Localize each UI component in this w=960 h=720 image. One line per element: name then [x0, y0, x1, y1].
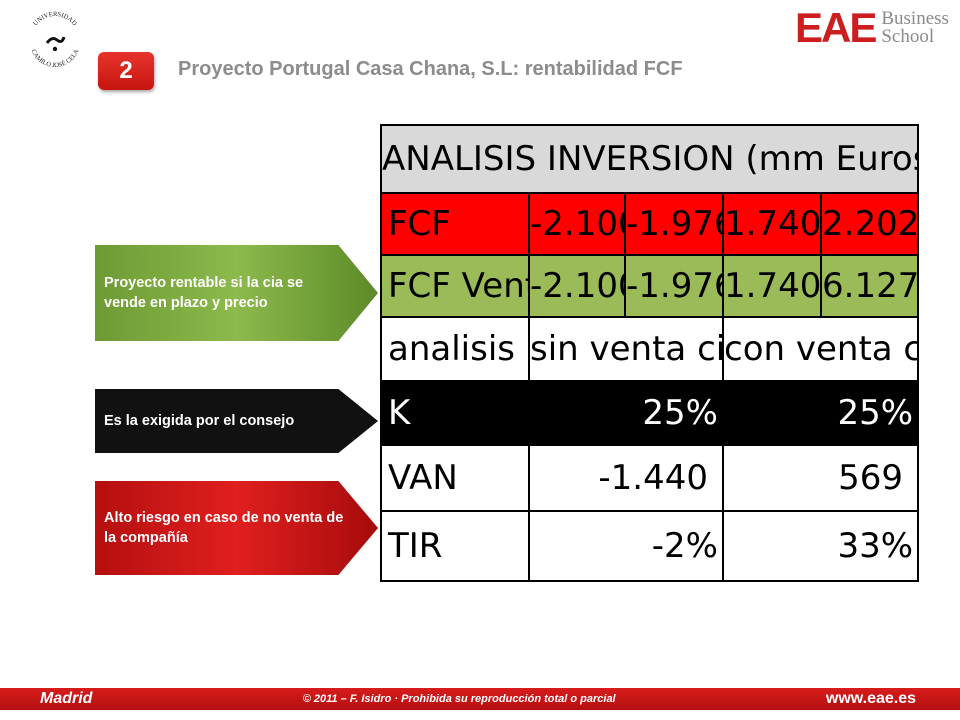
investment-analysis-table: ANALISIS INVERSION (mm Euros) FCF -2.100…	[379, 124, 920, 582]
k-sin-venta: 25%	[528, 380, 724, 446]
tir-label: TIR	[380, 510, 530, 582]
van-label: VAN	[380, 444, 530, 512]
fcf-value-3: 1.740	[722, 192, 822, 256]
tir-sin-venta: -2%	[528, 510, 724, 582]
svg-text:CAMILO JOSÉ CELA: CAMILO JOSÉ CELA	[30, 48, 81, 69]
sin-venta-header: sin venta cia	[528, 316, 724, 382]
section-number-badge: 2	[98, 52, 154, 90]
tir-con-venta: 33%	[721, 510, 920, 582]
slide-title: Proyecto Portugal Casa Chana, S.L: renta…	[178, 58, 683, 80]
table-row-van: VAN -1.440 569	[380, 444, 920, 512]
analisis-fcf-label: analisis FCF	[380, 316, 530, 382]
callout-riesgo-text: Alto riesgo en caso de no venta de la co…	[104, 510, 344, 546]
footer-website: www.eae.es	[825, 690, 916, 707]
con-venta-header: con venta cia	[721, 316, 920, 382]
fcf-value-2: -1.976	[624, 192, 724, 256]
eae-logo: EAE Business School	[795, 4, 949, 51]
footer-copyright: © 2011 – F. Isidro · Prohibida su reprod…	[302, 693, 616, 705]
table-row-tir: TIR -2% 33%	[380, 510, 920, 582]
fcf-venta-label: FCF Venta	[380, 254, 530, 318]
svg-text:UNIVERSIDAD: UNIVERSIDAD	[32, 11, 78, 28]
eae-mark: EAE	[795, 4, 877, 51]
van-sin-venta: -1.440	[528, 444, 724, 512]
table-row-analisis-header: analisis FCF sin venta cia con venta cia	[380, 316, 920, 382]
callout-exigida: Es la exigida por el consejo	[95, 389, 378, 453]
van-con-venta: 569	[721, 444, 920, 512]
eae-brand-line1: Business	[881, 8, 949, 29]
callout-rentable: Proyecto rentable si la cia se vende en …	[95, 245, 378, 341]
k-con-venta: 25%	[721, 380, 920, 446]
table-row-fcf-venta: FCF Venta -2.100 -1.976 1.740 6.127	[380, 254, 920, 318]
eae-brand-text: Business School	[881, 8, 949, 47]
fcf-value-1: -2.100	[528, 192, 626, 256]
table-title: ANALISIS INVERSION (mm Euros)	[379, 124, 920, 194]
fcf-value-4: 2.202	[819, 192, 920, 256]
footer-bar: Madrid © 2011 – F. Isidro · Prohibida su…	[0, 688, 960, 710]
k-label: K	[380, 380, 530, 446]
fcf-label: FCF	[380, 192, 530, 256]
fcf-venta-value-1: -2.100	[528, 254, 626, 318]
callout-exigida-text: Es la exigida por el consejo	[104, 413, 295, 429]
footer-city: Madrid	[40, 690, 93, 707]
callout-rentable-text: Proyecto rentable si la cia se vende en …	[104, 275, 304, 311]
fcf-venta-value-3: 1.740	[722, 254, 822, 318]
callout-riesgo: Alto riesgo en caso de no venta de la co…	[95, 481, 378, 575]
table-row-k: K 25% 25%	[380, 380, 920, 446]
eae-brand-line2: School	[881, 26, 935, 47]
university-logo: UNIVERSIDAD CAMILO JOSÉ CELA	[22, 6, 88, 72]
fcf-venta-value-2: -1.976	[624, 254, 724, 318]
table-title-row: ANALISIS INVERSION (mm Euros)	[379, 124, 920, 194]
table-row-fcf: FCF -2.100 -1.976 1.740 2.202	[380, 192, 920, 256]
fcf-venta-value-4: 6.127	[819, 254, 920, 318]
